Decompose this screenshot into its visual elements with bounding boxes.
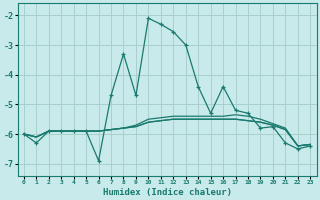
X-axis label: Humidex (Indice chaleur): Humidex (Indice chaleur) bbox=[103, 188, 232, 197]
